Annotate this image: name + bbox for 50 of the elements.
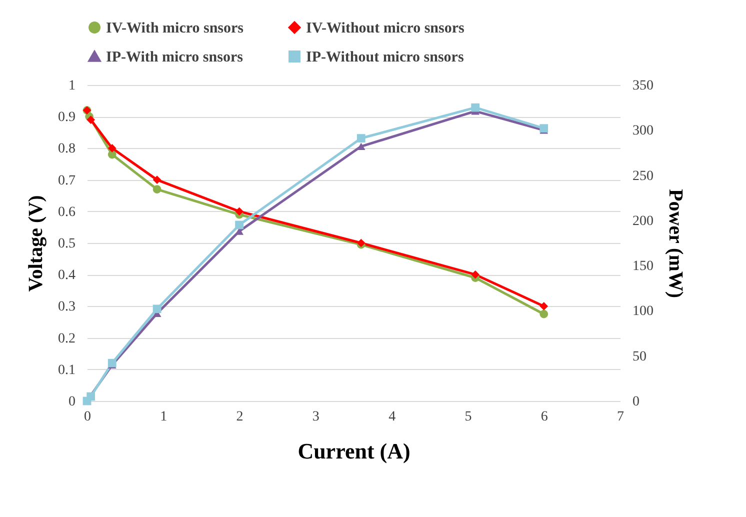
x-tick-label: 7 [617,410,624,424]
x-tick-label: 4 [388,410,396,424]
y2-tick-label: 200 [632,214,654,229]
y-tick-label: 0.5 [58,236,76,252]
x-tick-label: 1 [160,410,168,424]
legend-label: IV-With micro snsors [106,20,244,37]
y-tick-label: 0.7 [58,173,76,188]
point [86,116,95,124]
point [152,304,162,314]
legend-label: IP-Without micro snsors [306,50,464,66]
point [356,134,366,142]
x-tick-label: 6 [540,410,548,424]
point [152,176,162,184]
point [152,185,162,194]
legend-label: IV-Without micro snsors [306,20,465,37]
y2-tick-label: 100 [632,304,654,320]
y-tick-label: 1 [68,78,76,94]
point [235,220,244,230]
y2-tick-label: 0 [632,394,640,410]
point [108,144,116,152]
y-tick-label: 0.1 [58,362,76,378]
point [540,124,548,133]
x-tick-label: 3 [312,410,320,424]
point [108,358,116,368]
y2-tick-label: 150 [632,259,654,274]
y-tick-label: 0.6 [58,204,76,220]
point [540,302,548,310]
legend-label: IP-With micro snsors [106,50,244,66]
y2-tick-label: 50 [632,349,646,364]
y-tick-label: 0.3 [58,300,76,315]
point [108,150,116,159]
y2-tick-label: 300 [632,124,654,139]
point [540,310,548,318]
y-tick-label: 0 [68,394,76,410]
y-tick-label: 0.8 [58,142,76,157]
y2-tick-label: 350 [632,78,654,94]
y-tick-label: 0.4 [58,268,76,284]
x-tick-label: 0 [84,410,91,424]
y-tick-label: 0.2 [58,331,76,346]
y-tick-label: 0.9 [58,110,76,126]
point [86,392,95,401]
point [471,270,480,279]
y2-axis-title: Power (mW) [664,188,686,298]
x-tick-label: 2 [236,410,244,424]
point [235,207,244,216]
x-tick-label: 5 [464,410,472,424]
x-axis-title: Current (A) [298,438,410,464]
point [471,103,480,112]
y2-tick-label: 250 [632,168,654,184]
y-axis-title: Voltage (V) [25,195,47,292]
